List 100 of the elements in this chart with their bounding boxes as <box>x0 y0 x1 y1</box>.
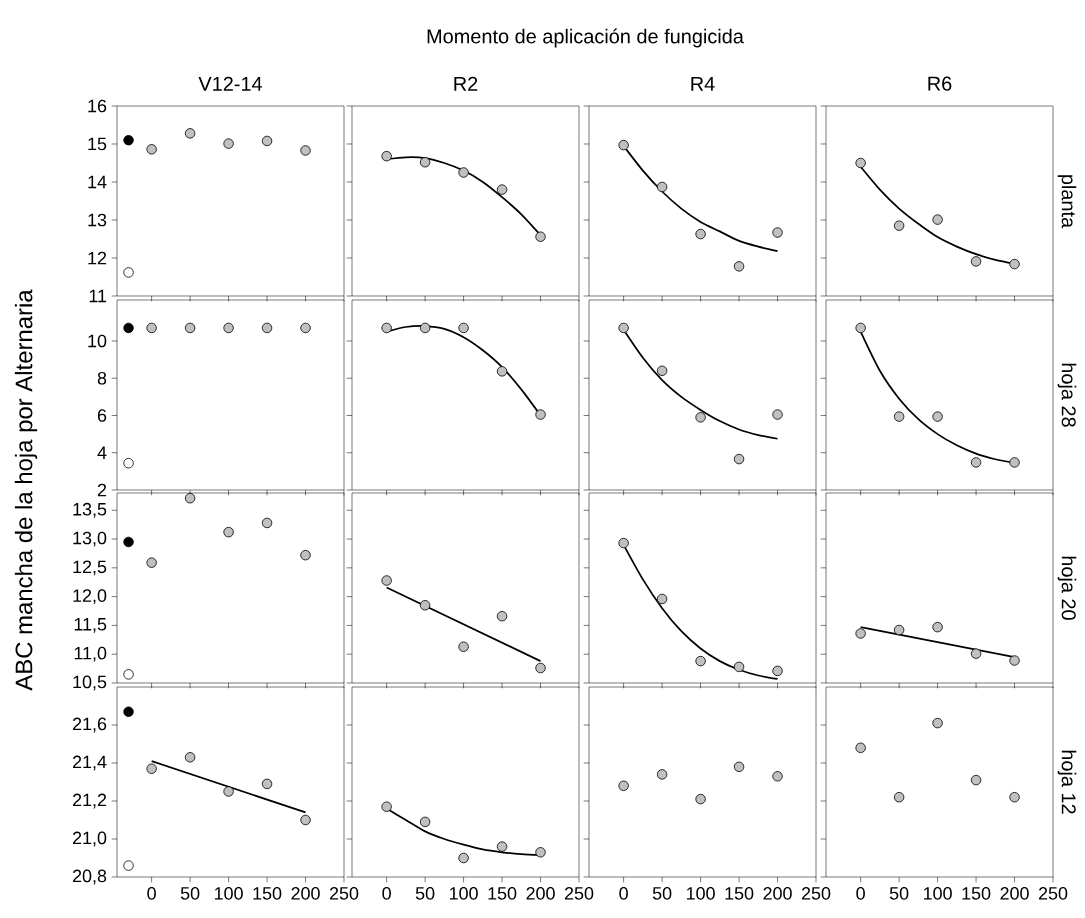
y-tick-label: 2 <box>97 483 107 497</box>
x-tick-label: 100 <box>687 887 715 900</box>
point <box>123 860 134 871</box>
point <box>146 763 157 774</box>
x-tick-label: 50 <box>889 887 909 900</box>
y2-axis-title: hoja 12 <box>1057 750 1077 814</box>
chart-title: V12-14 <box>198 76 263 91</box>
point <box>496 841 508 852</box>
point <box>184 128 196 139</box>
y-tick-label: 20,8 <box>72 869 107 885</box>
point <box>1009 258 1020 270</box>
point <box>656 181 668 193</box>
point <box>893 624 905 636</box>
x-tick-label: 100 <box>924 887 952 900</box>
y2-axis-title: hoja 20 <box>1057 556 1077 620</box>
point <box>184 752 196 763</box>
y-tick-label: 21,6 <box>72 717 107 733</box>
point <box>1009 655 1020 666</box>
point <box>496 184 508 195</box>
point <box>656 365 668 376</box>
x-tick-label: 50 <box>180 887 200 900</box>
point <box>261 778 273 790</box>
point <box>381 801 392 812</box>
x-tick-label: 0 <box>382 887 391 900</box>
point <box>893 220 905 231</box>
point <box>772 771 783 782</box>
point <box>223 138 234 149</box>
point <box>381 575 392 586</box>
point <box>123 706 134 717</box>
text: Momento de aplicación de fungicida <box>427 28 744 48</box>
point <box>535 662 546 674</box>
y-tick-label: 12,0 <box>73 589 107 605</box>
point <box>1009 792 1020 803</box>
point <box>496 611 508 622</box>
point <box>223 786 234 797</box>
point <box>733 661 745 673</box>
y-tick-label: 21,0 <box>72 831 107 847</box>
point <box>656 593 668 605</box>
point <box>855 628 866 639</box>
y-tick-label: 13,5 <box>73 502 107 518</box>
x-tick-label: 200 <box>526 887 555 900</box>
point <box>970 648 982 659</box>
point <box>618 780 629 791</box>
x-tick-label: 50 <box>652 887 672 900</box>
x-tick-label: 150 <box>488 887 517 900</box>
point <box>932 214 943 225</box>
point <box>618 322 629 334</box>
point <box>261 135 273 147</box>
point <box>618 139 629 151</box>
x-tick-label: 0 <box>147 887 156 900</box>
y-tick-label: 11,0 <box>74 646 107 662</box>
point <box>535 231 546 242</box>
point <box>300 145 311 156</box>
point <box>772 227 783 238</box>
x-tick-label: 200 <box>291 887 320 900</box>
point <box>535 847 546 858</box>
point <box>184 492 196 504</box>
point <box>695 655 706 667</box>
point <box>123 536 134 548</box>
y-tick-label: 12,5 <box>73 560 107 576</box>
x-tick-label: 150 <box>253 887 282 900</box>
point <box>419 816 431 828</box>
point <box>656 769 668 780</box>
x-tick-label: 100 <box>214 887 243 900</box>
point <box>381 150 392 162</box>
point <box>932 717 943 729</box>
x-tick-label: 0 <box>856 887 865 900</box>
x-tick-label: 200 <box>763 887 792 900</box>
y-tick-label: 11,5 <box>74 618 107 633</box>
y-tick-label: 10,5 <box>73 675 107 691</box>
point <box>300 549 311 561</box>
x-tick-label: 250 <box>801 887 831 900</box>
x-tick-label: 100 <box>450 887 478 900</box>
point <box>733 261 745 272</box>
point <box>695 228 706 240</box>
point <box>695 793 706 805</box>
chart-title: R2 <box>454 76 478 91</box>
point <box>772 409 783 420</box>
point <box>772 665 783 677</box>
point <box>123 267 134 278</box>
y-tick-label: 12 <box>88 251 107 265</box>
y-tick-label: 11 <box>89 289 107 303</box>
y-tick-label: 10 <box>88 334 107 348</box>
y-tick-label: 16 <box>88 99 107 113</box>
x-tick-label: 250 <box>564 887 594 900</box>
x-tick-label: 250 <box>329 887 359 900</box>
y-tick-label: 8 <box>97 371 107 385</box>
y-axis-title: ABC mancha de la hoja por Alternaria <box>14 289 38 691</box>
x-tick-label: 0 <box>619 887 628 900</box>
x-tick-label: 150 <box>725 887 754 900</box>
chart-title: R4 <box>691 76 715 91</box>
y-tick-label: 4 <box>97 446 107 459</box>
point <box>146 144 157 155</box>
point <box>733 453 745 465</box>
point <box>970 774 982 786</box>
point <box>123 669 134 680</box>
point <box>932 621 943 633</box>
y-tick-label: 21,2 <box>72 793 107 809</box>
y2-axis-title: planta <box>1057 175 1077 229</box>
point <box>419 157 431 168</box>
